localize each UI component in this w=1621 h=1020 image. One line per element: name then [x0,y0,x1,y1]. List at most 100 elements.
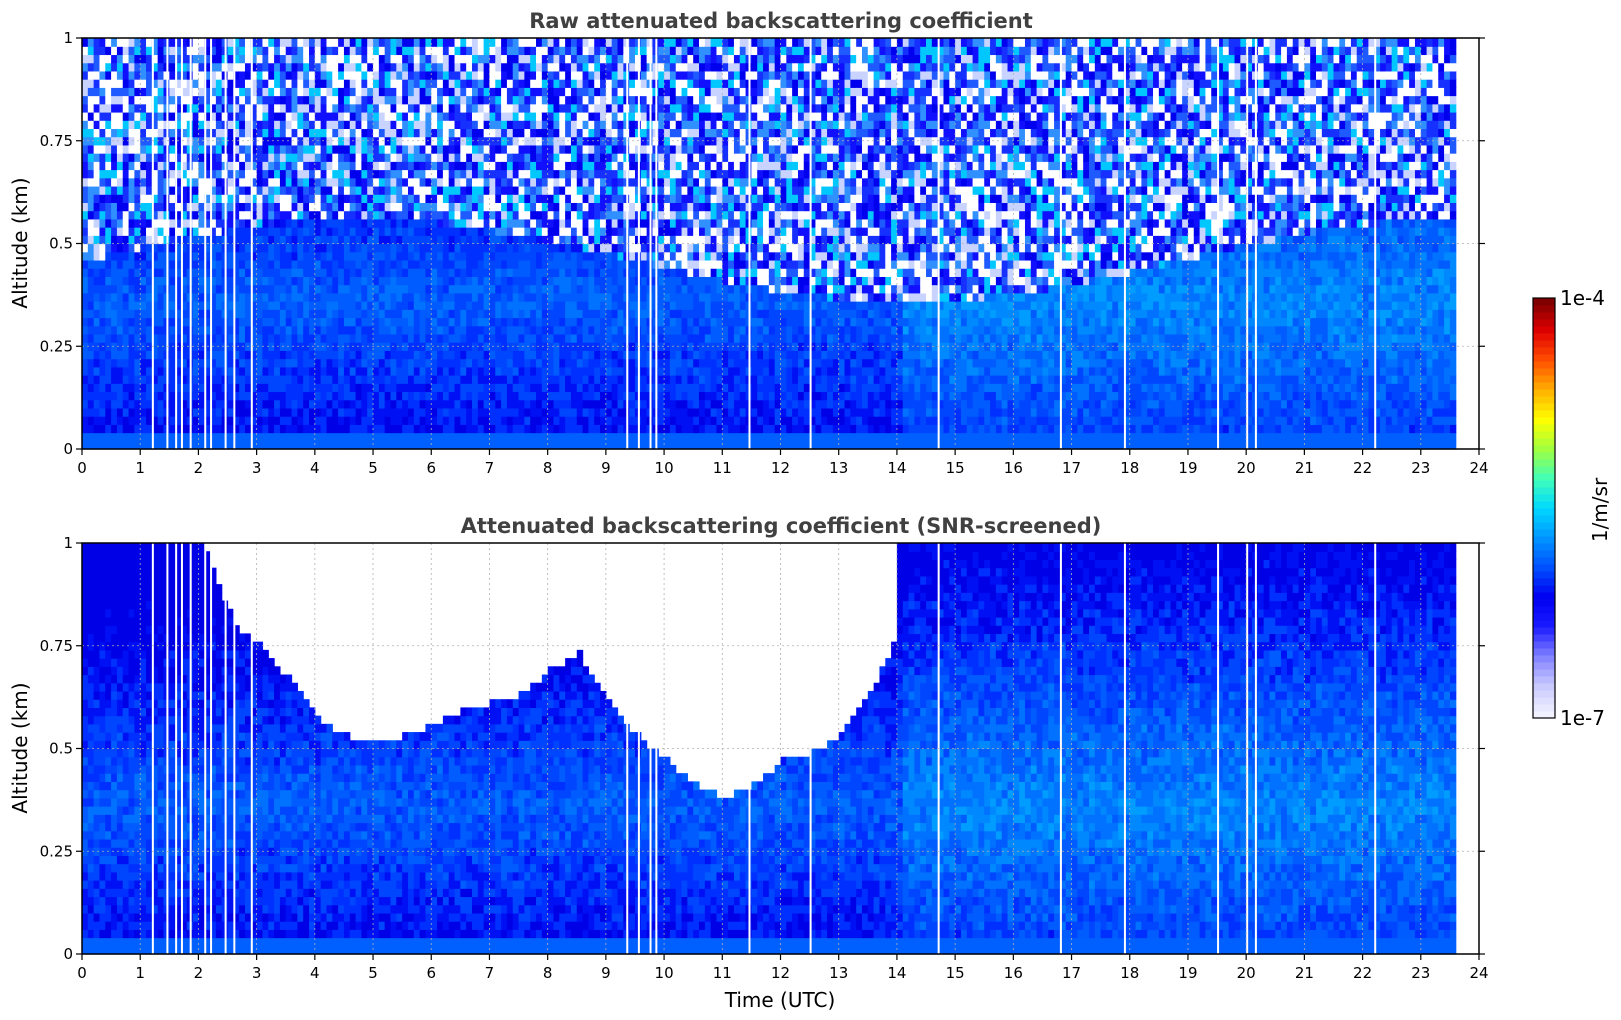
heatmap-cell [274,292,281,302]
heatmap-cell [640,251,648,261]
heatmap-cell [140,62,147,72]
heatmap-cell [274,268,281,277]
heatmap-cell [314,301,322,310]
heatmap-cell [611,276,619,286]
heatmap-cell [192,144,200,154]
heatmap-cell [244,210,252,220]
heatmap-cell [506,375,514,384]
heatmap-cell [541,202,549,212]
heatmap-cell [402,169,409,179]
heatmap-cell [489,95,496,105]
heatmap-cell [390,325,397,335]
heatmap-cell [448,342,456,351]
heatmap-cell [239,62,246,72]
heatmap-cell [506,350,514,360]
heatmap-cell [326,87,333,97]
heatmap-cell [169,325,176,335]
heatmap-cell [256,70,264,80]
heatmap-cell [349,416,357,425]
heatmap-cell [617,161,624,171]
heatmap-cell [367,87,374,97]
heatmap-cell [431,284,438,294]
heatmap-cell [192,79,200,88]
heatmap-cell [169,95,176,105]
heatmap-cell [157,251,165,261]
heatmap-cell [617,243,624,253]
heatmap-cell [489,120,496,130]
heatmap-cell [279,120,287,130]
heatmap-cell [291,268,298,277]
heatmap-cell [518,46,525,56]
heatmap-cell [250,210,258,220]
heatmap-cell [157,350,165,360]
heatmap-cell [134,301,141,310]
heatmap-cell [303,375,310,384]
heatmap-cell [180,62,188,72]
heatmap-cell [355,432,362,442]
heatmap-cell [431,333,438,343]
heatmap-cell [460,301,467,310]
heatmap-cell [489,276,496,286]
heatmap-cell [111,70,118,80]
heatmap-cell [233,87,240,97]
heatmap-cell [512,120,520,130]
heatmap-cell [314,333,322,343]
heatmap-cell [472,276,479,286]
heatmap-cell [419,399,427,409]
heatmap-cell [373,350,380,360]
heatmap-cell [256,251,264,261]
heatmap-cell [361,251,368,261]
heatmap-cell [180,153,188,162]
heatmap-cell [396,325,403,335]
heatmap-cell [349,227,357,236]
heatmap-cell [617,391,624,401]
heatmap-cell [600,407,607,417]
heatmap-cell [390,251,397,261]
heatmap-cell [180,284,188,294]
heatmap-cell [262,235,269,245]
heatmap-cell [262,227,269,236]
heatmap-cell [553,194,560,203]
heatmap-cell [279,292,287,302]
heatmap-cell [518,38,525,47]
heatmap-cell [477,177,485,187]
heatmap-cell [553,342,560,351]
heatmap-cell [611,375,619,384]
heatmap-cell [413,210,421,220]
heatmap-cell [250,276,258,286]
heatmap-cell [128,46,135,56]
heatmap-cell [210,161,217,171]
heatmap-cell [460,194,467,203]
heatmap-cell [111,46,118,56]
heatmap-cell [192,227,200,236]
heatmap-cell [204,358,211,368]
heatmap-cell [343,185,351,195]
heatmap-cell [367,185,374,195]
heatmap-cell [93,366,101,376]
heatmap-cell [489,440,496,450]
heatmap-cell [169,202,176,212]
heatmap-cell [343,333,351,343]
heatmap-cell [250,95,258,105]
heatmap-cell [483,416,491,425]
heatmap-cell [407,407,415,417]
heatmap-cell [122,128,130,138]
heatmap-cell [512,227,520,236]
heatmap-cell [82,333,89,343]
heatmap-cell [454,153,461,162]
heatmap-cell [530,54,537,64]
heatmap-cell [477,144,485,154]
heatmap-cell [390,103,397,113]
heatmap-cell [402,358,409,368]
heatmap-cell [489,399,496,409]
heatmap-cell [239,276,246,286]
heatmap-cell [338,391,345,401]
heatmap-cell [268,70,275,80]
heatmap-cell [588,218,595,228]
heatmap-cell [338,440,345,450]
heatmap-cell [524,333,531,343]
heatmap-cell [361,399,368,409]
heatmap-cell [204,103,211,113]
heatmap-cell [128,128,135,138]
heatmap-cell [512,399,520,409]
